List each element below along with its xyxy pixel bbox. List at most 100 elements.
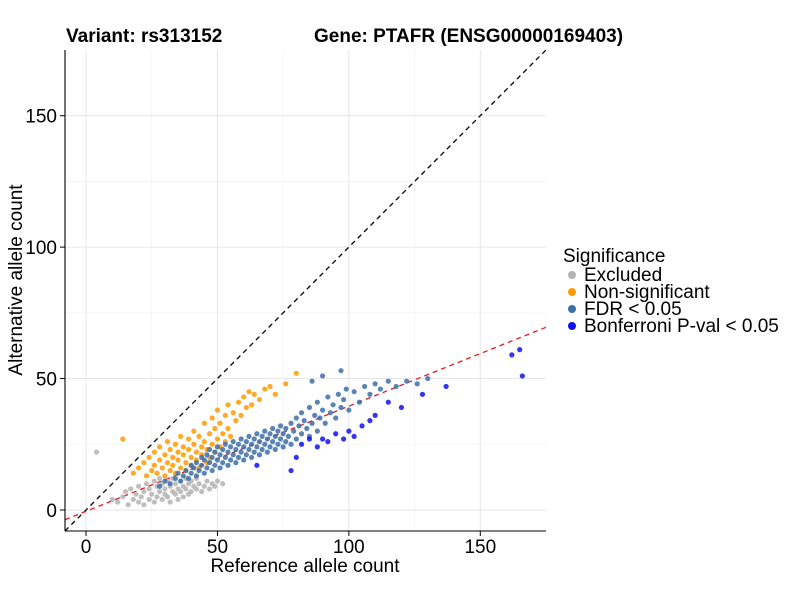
y-tick-label: 0 bbox=[46, 501, 57, 522]
data-point bbox=[157, 457, 163, 463]
data-point bbox=[185, 446, 192, 453]
data-point bbox=[167, 446, 173, 453]
series-bonferroni-p-val-0-05 bbox=[254, 347, 525, 474]
data-point bbox=[183, 467, 189, 474]
data-point bbox=[319, 373, 326, 379]
data-point bbox=[206, 486, 213, 492]
data-point bbox=[167, 481, 173, 487]
data-point bbox=[309, 420, 315, 426]
data-point bbox=[135, 465, 142, 471]
data-point bbox=[238, 449, 244, 455]
data-point bbox=[243, 404, 249, 411]
data-point bbox=[212, 449, 218, 455]
data-point bbox=[120, 436, 126, 442]
data-point bbox=[193, 486, 200, 492]
data-point bbox=[285, 433, 292, 439]
data-point bbox=[214, 457, 221, 463]
data-point bbox=[143, 473, 150, 479]
data-point bbox=[220, 431, 226, 437]
data-point bbox=[141, 502, 147, 508]
data-point bbox=[199, 462, 205, 468]
data-point bbox=[267, 383, 273, 390]
legend-title: Significance bbox=[563, 246, 665, 267]
data-point bbox=[204, 478, 210, 484]
data-point bbox=[275, 441, 281, 447]
data-point bbox=[114, 499, 121, 505]
data-point bbox=[222, 441, 228, 447]
data-point bbox=[241, 457, 247, 463]
data-point bbox=[233, 446, 239, 453]
data-point bbox=[209, 441, 215, 447]
data-point bbox=[188, 470, 194, 476]
data-point bbox=[157, 483, 163, 489]
data-point bbox=[335, 391, 341, 397]
data-point bbox=[130, 470, 136, 476]
data-point bbox=[359, 423, 365, 429]
data-point bbox=[230, 452, 236, 458]
data-point bbox=[220, 460, 226, 466]
data-point bbox=[157, 488, 163, 495]
legend-label-excluded: Excluded bbox=[584, 265, 662, 286]
data-point bbox=[151, 478, 157, 484]
data-point bbox=[193, 473, 200, 479]
data-point bbox=[164, 460, 171, 466]
data-point bbox=[143, 481, 150, 487]
data-point bbox=[196, 467, 202, 474]
data-point bbox=[314, 399, 320, 405]
data-point bbox=[280, 431, 286, 437]
data-point bbox=[419, 391, 426, 397]
data-point bbox=[262, 428, 268, 434]
data-point bbox=[362, 383, 368, 390]
data-point bbox=[249, 454, 255, 461]
data-point bbox=[167, 499, 173, 505]
gridlines bbox=[65, 50, 546, 531]
data-point bbox=[319, 407, 326, 413]
data-point bbox=[199, 488, 205, 495]
data-point bbox=[180, 452, 186, 458]
data-point bbox=[262, 386, 268, 392]
data-point bbox=[385, 399, 391, 405]
data-point bbox=[249, 441, 255, 447]
reference-lines bbox=[65, 50, 546, 531]
data-point bbox=[246, 389, 252, 395]
data-point bbox=[235, 441, 242, 447]
data-point bbox=[233, 418, 239, 424]
data-point bbox=[206, 460, 213, 466]
data-point bbox=[309, 378, 315, 384]
data-point bbox=[238, 412, 244, 418]
data-point bbox=[275, 428, 281, 434]
data-point bbox=[196, 481, 202, 487]
x-tick-label: 50 bbox=[207, 537, 228, 558]
data-point bbox=[243, 452, 249, 458]
data-point bbox=[404, 378, 410, 384]
data-point bbox=[225, 449, 231, 455]
data-point bbox=[267, 431, 273, 437]
data-point bbox=[225, 462, 231, 468]
data-point bbox=[351, 389, 357, 395]
data-point bbox=[209, 454, 215, 461]
data-point bbox=[367, 391, 373, 397]
data-point bbox=[277, 436, 284, 442]
data-point bbox=[293, 415, 299, 421]
data-point bbox=[259, 433, 265, 439]
data-point bbox=[185, 475, 192, 482]
data-point bbox=[301, 418, 307, 424]
title-variant: Variant: rs313152 bbox=[66, 26, 222, 47]
data-point bbox=[199, 444, 205, 450]
data-point bbox=[312, 412, 318, 418]
data-point bbox=[220, 481, 226, 487]
data-point bbox=[130, 496, 136, 503]
data-point bbox=[385, 378, 391, 384]
data-point bbox=[222, 454, 228, 461]
data-point bbox=[175, 496, 181, 503]
data-point bbox=[172, 441, 178, 447]
data-point bbox=[272, 446, 278, 453]
data-point bbox=[398, 404, 405, 411]
data-point bbox=[283, 439, 289, 445]
data-point bbox=[183, 460, 189, 466]
data-point bbox=[333, 431, 339, 437]
data-point bbox=[280, 444, 286, 450]
data-point bbox=[191, 441, 197, 447]
data-point bbox=[180, 494, 186, 500]
